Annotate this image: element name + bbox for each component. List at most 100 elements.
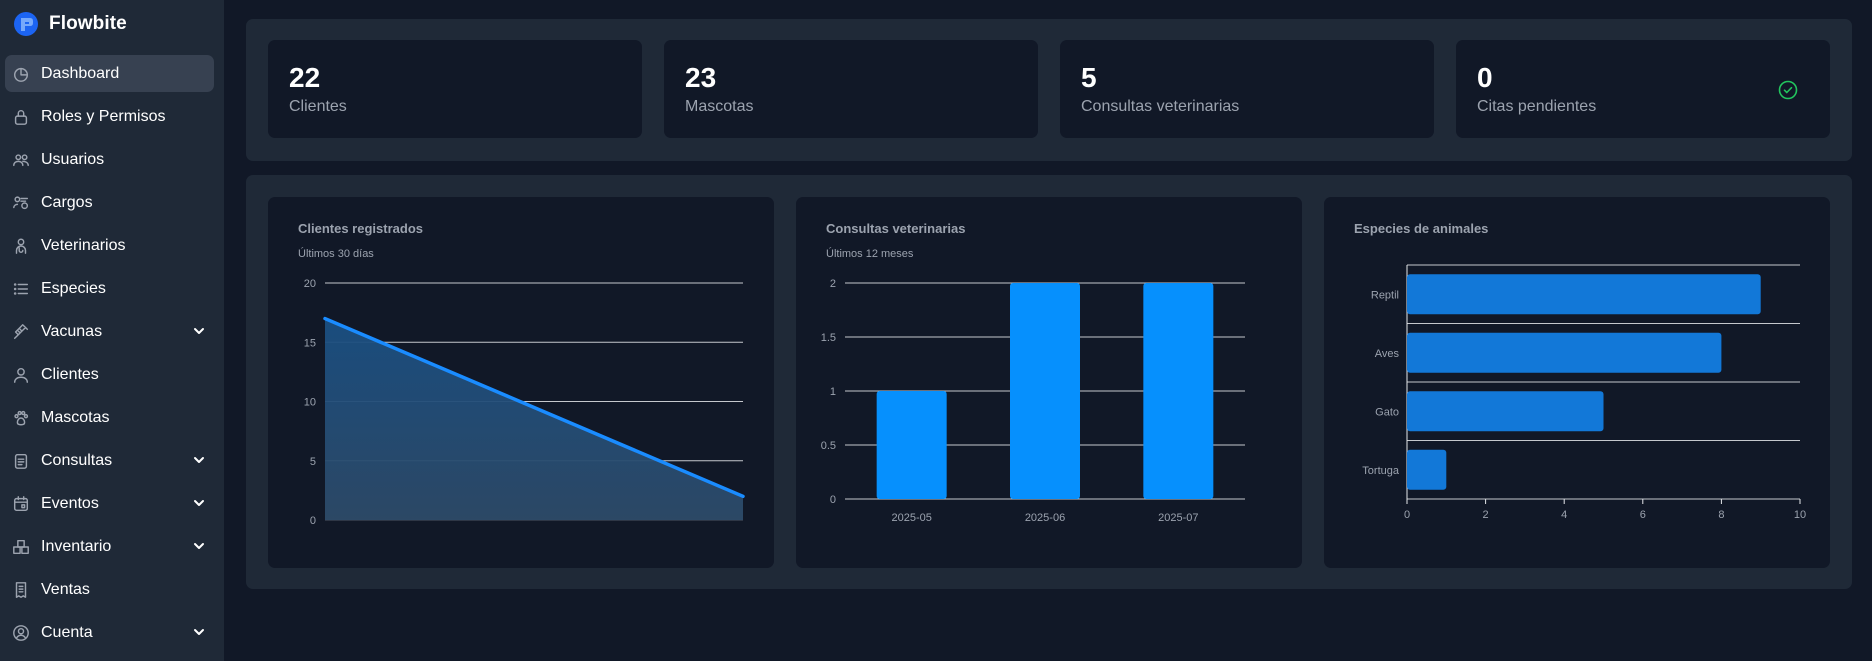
chart-title: Consultas veterinarias — [826, 221, 966, 236]
sidebar-item-label: Clientes — [41, 365, 99, 383]
brand[interactable]: Flowbite — [13, 11, 127, 37]
sidebar-item-label: Inventario — [41, 537, 112, 555]
sidebar-item-mascotas[interactable]: Mascotas — [5, 399, 214, 436]
bar — [876, 391, 947, 499]
y-tick-label: 5 — [310, 456, 316, 468]
series-line — [323, 316, 745, 499]
y-tick-label: 2 — [830, 278, 836, 290]
stat-value: 22 — [289, 62, 321, 93]
x-tick-label: 2025-06 — [1025, 512, 1065, 524]
sidebar-item-label: Consultas — [41, 451, 113, 469]
sidebar-item-especies[interactable]: Especies — [5, 270, 214, 307]
chart-title: Clientes registrados — [298, 221, 423, 236]
stat-value: 0 — [1477, 62, 1493, 93]
y-tick-label: 20 — [304, 278, 316, 290]
sidebar-item-label: Veterinarios — [41, 236, 126, 254]
sidebar-item-veterinarios[interactable]: Veterinarios — [5, 227, 214, 264]
x-tick-label: 4 — [1561, 509, 1567, 521]
sidebar-item-label: Ventas — [41, 580, 90, 598]
y-tick-label: Aves — [1375, 348, 1400, 360]
y-tick-label: 0.5 — [821, 440, 836, 452]
stat-value: 5 — [1081, 62, 1097, 93]
sidebar-item-label: Cargos — [41, 193, 93, 211]
users-icon — [12, 151, 30, 169]
sidebar-item-label: Cuenta — [41, 623, 93, 641]
sidebar-item-clientes[interactable]: Clientes — [5, 356, 214, 393]
x-tick-label: 8 — [1718, 509, 1724, 521]
chevron-down-icon[interactable] — [192, 496, 206, 510]
clientes-area-chart: 0 5 10 15 20 — [304, 278, 745, 527]
y-tick-label: Tortuga — [1362, 465, 1400, 477]
bar — [1407, 332, 1722, 373]
inventory-icon — [12, 538, 30, 556]
stat-card: 0 Citas pendientes — [1456, 40, 1830, 138]
chart-subtitle: Últimos 12 meses — [826, 248, 914, 260]
user-icon — [12, 366, 30, 384]
bar — [1407, 449, 1447, 490]
stat-value: 23 — [685, 62, 717, 93]
clientes-chart-card: 0 5 10 15 20 Clientes registrados Últimos 30… — [268, 197, 774, 568]
stat-card: 23 Mascotas — [664, 40, 1038, 138]
sidebar-item-ventas[interactable]: Ventas — [5, 571, 214, 608]
consultas-bar-chart: 0 0.5 1 1.5 2 2025-05 2025-06 2025-07 — [821, 278, 1245, 524]
sidebar-item-cuenta[interactable]: Cuenta — [5, 614, 214, 651]
sidebar-nav: Dashboard Roles y Permisos Usuarios Cargos V… — [5, 55, 214, 657]
sidebar-item-eventos[interactable]: Eventos — [5, 485, 214, 522]
sidebar-item-label: Mascotas — [41, 408, 110, 426]
x-tick-label: 0 — [1404, 509, 1410, 521]
bar — [1407, 274, 1761, 315]
y-tick-label: 15 — [304, 337, 316, 349]
sidebar-item-dashboard[interactable]: Dashboard — [5, 55, 214, 92]
y-tick-label: Reptil — [1371, 289, 1399, 301]
sidebar: Flowbite Dashboard Roles y Permisos Usuari… — [0, 0, 224, 661]
x-tick-label: 2025-05 — [891, 512, 931, 524]
stat-label: Consultas veterinarias — [1081, 98, 1240, 115]
account-icon — [12, 624, 30, 642]
cargos-icon — [12, 194, 30, 212]
stat-card: 5 Consultas veterinarias — [1060, 40, 1434, 138]
x-tick-label: 6 — [1640, 509, 1646, 521]
sidebar-item-usuarios[interactable]: Usuarios — [5, 141, 214, 178]
list-icon — [12, 280, 30, 298]
sidebar-item-roles-y-permisos[interactable]: Roles y Permisos — [5, 98, 214, 135]
y-tick-label: 10 — [304, 397, 316, 409]
chevron-down-icon[interactable] — [192, 324, 206, 338]
stat-label: Clientes — [289, 98, 347, 115]
stats-panel: 22 Clientes 23 Mascotas 5 Consultas veterinar… — [246, 19, 1852, 161]
bar — [1407, 391, 1604, 432]
sidebar-item-label: Eventos — [41, 494, 99, 512]
chevron-down-icon[interactable] — [192, 453, 206, 467]
paw-icon — [12, 409, 30, 427]
chevron-down-icon[interactable] — [192, 539, 206, 553]
doctor-icon — [12, 237, 30, 255]
area-fill — [325, 318, 743, 520]
lock-icon — [12, 108, 30, 126]
sidebar-item-label: Especies — [41, 279, 106, 297]
sidebar-item-inventario[interactable]: Inventario — [5, 528, 214, 565]
stat-card: 22 Clientes — [268, 40, 642, 138]
sidebar-item-vacunas[interactable]: Vacunas — [5, 313, 214, 350]
x-tick-label: 2 — [1483, 509, 1489, 521]
flowbite-logo-icon — [14, 12, 38, 36]
x-tick-label: 10 — [1794, 509, 1806, 521]
y-tick-label: 1 — [830, 386, 836, 398]
sidebar-item-cargos[interactable]: Cargos — [5, 184, 214, 221]
y-tick-label: 0 — [310, 515, 316, 527]
brand-name: Flowbite — [49, 13, 127, 34]
syringe-icon — [12, 323, 30, 341]
chart-subtitle: Últimos 30 días — [298, 248, 374, 260]
y-tick-label: 0 — [830, 494, 836, 506]
consultas-chart-card: 0 0.5 1 1.5 2 2025-05 2025-06 2025-07 Consultas… — [796, 197, 1302, 568]
sidebar-item-label: Roles y Permisos — [41, 107, 166, 125]
chevron-down-icon[interactable] — [192, 625, 206, 639]
sidebar-item-label: Vacunas — [41, 322, 103, 340]
calendar-icon — [12, 495, 30, 513]
check-circle-icon — [1778, 80, 1798, 100]
stat-label: Mascotas — [685, 98, 754, 115]
bar — [1143, 283, 1214, 499]
charts-panel: 0 5 10 15 20 Clientes registrados Últimos 30… — [246, 175, 1852, 589]
stat-label: Citas pendientes — [1477, 98, 1597, 115]
sidebar-item-label: Dashboard — [41, 64, 120, 82]
sidebar-item-consultas[interactable]: Consultas — [5, 442, 214, 479]
x-tick-label: 2025-07 — [1158, 512, 1198, 524]
